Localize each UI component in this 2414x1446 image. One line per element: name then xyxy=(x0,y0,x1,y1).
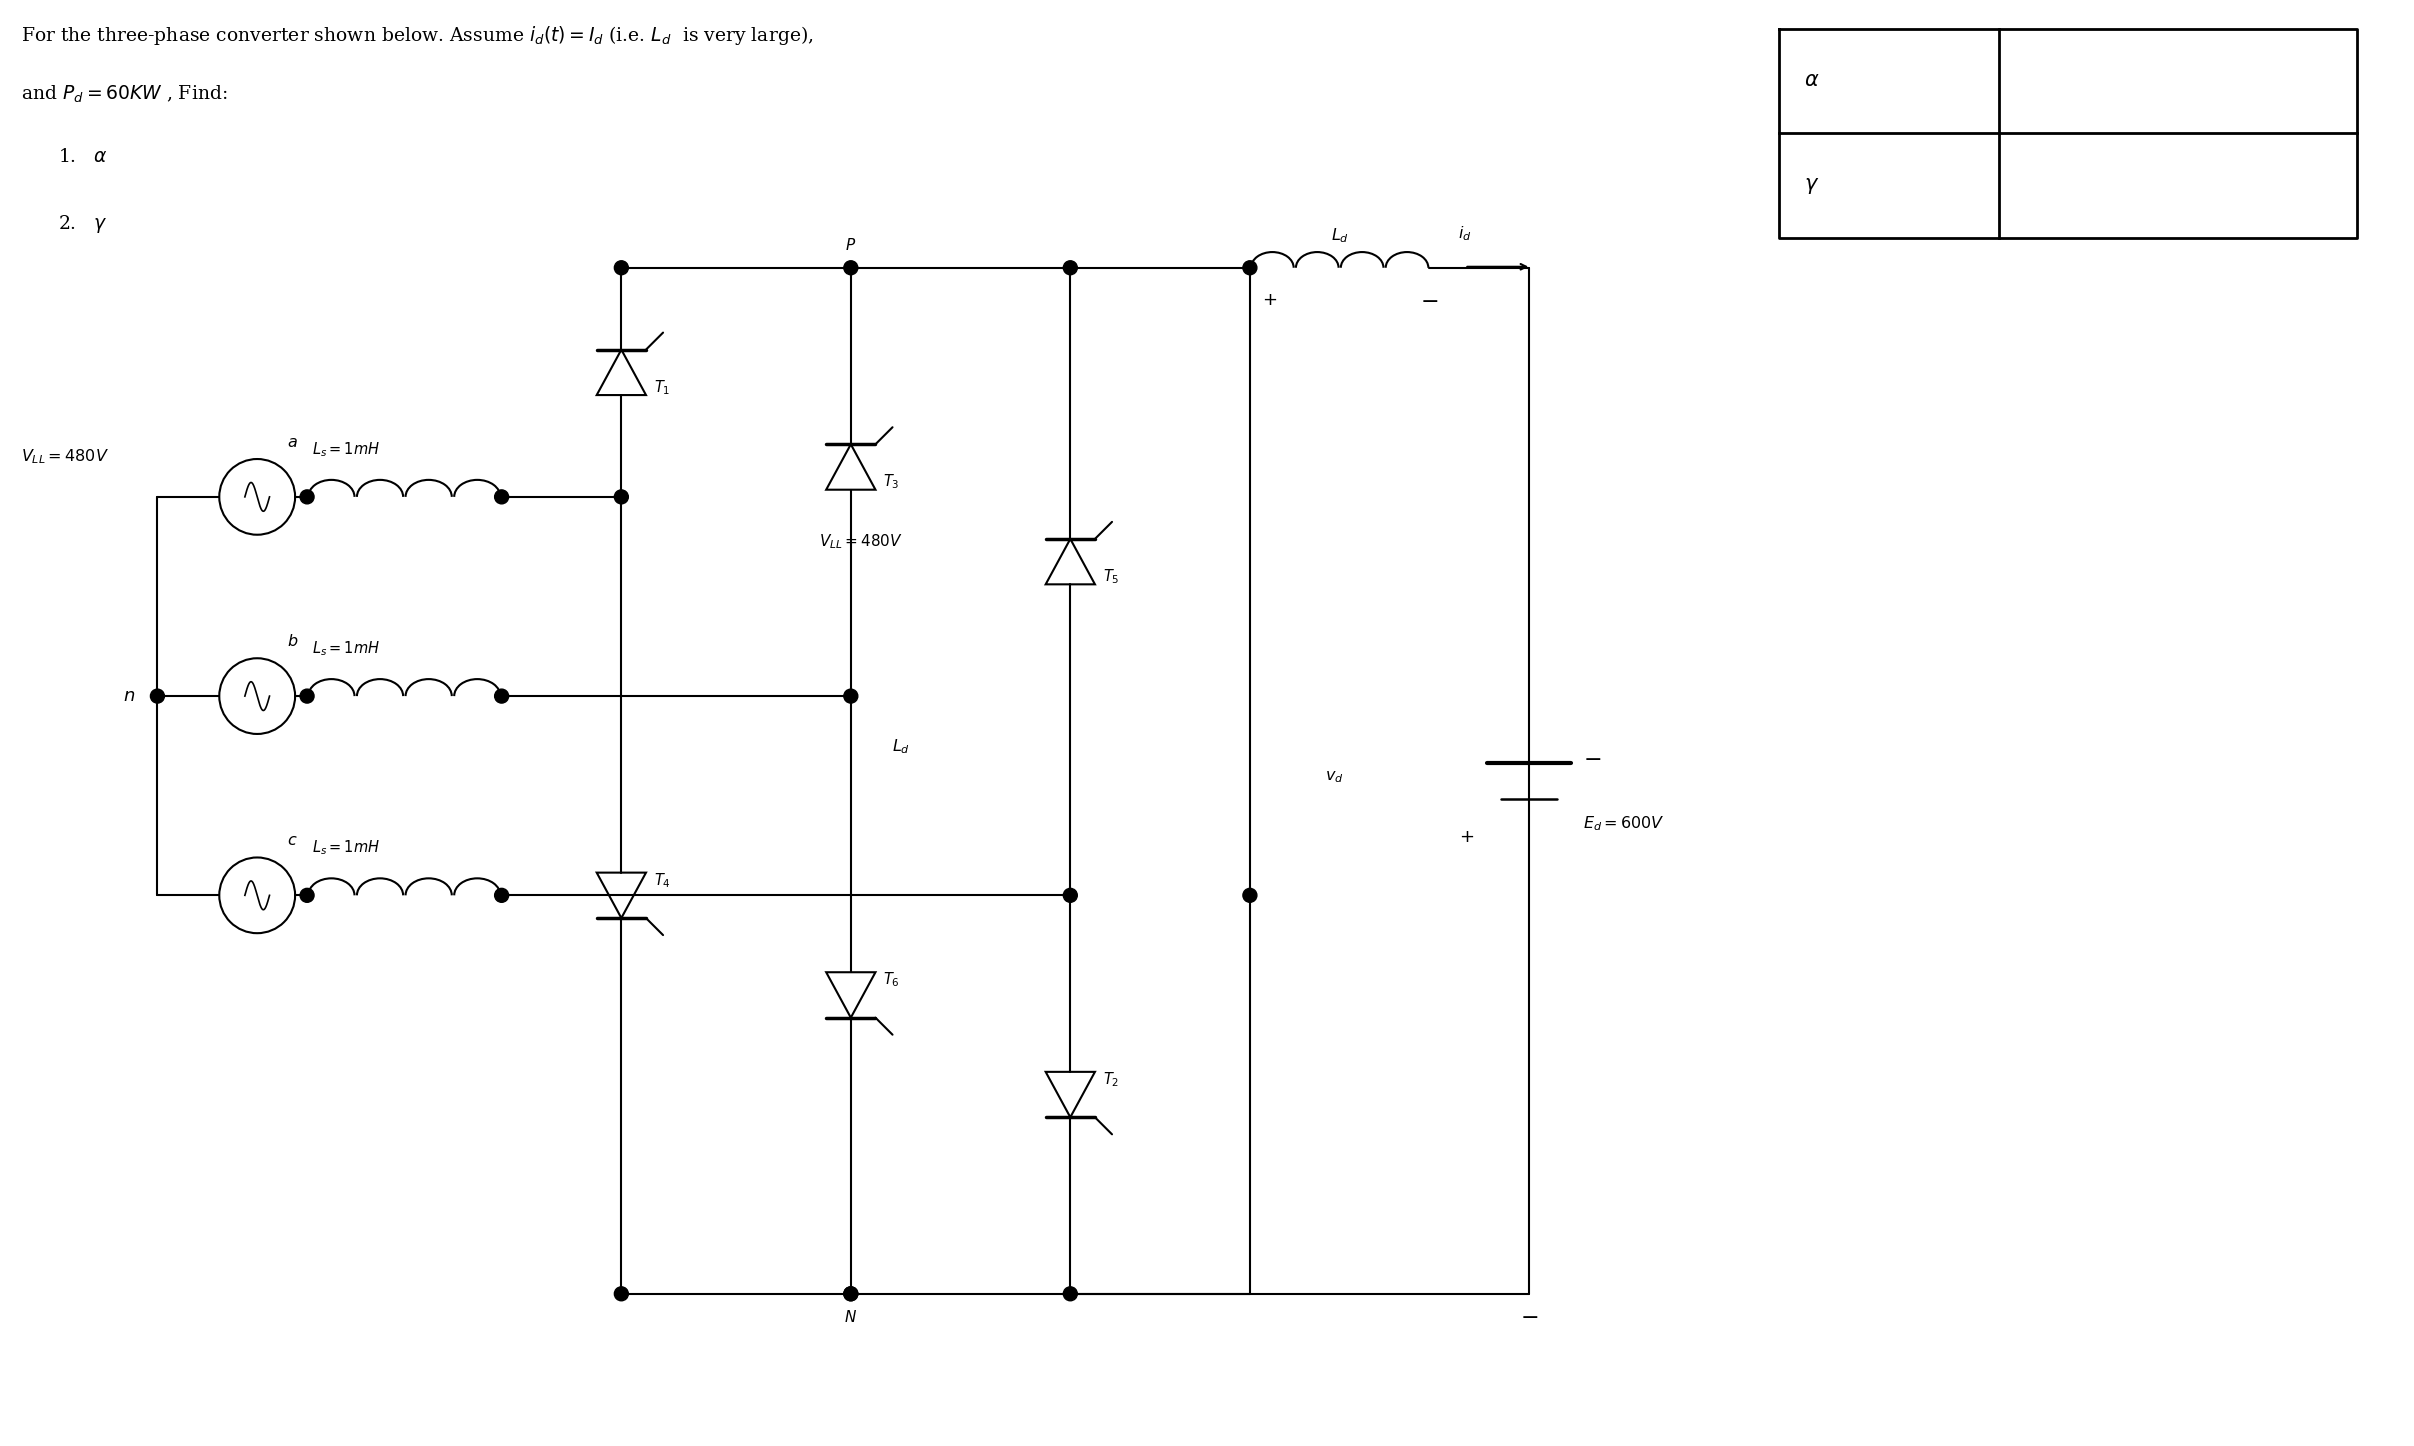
Text: $-$: $-$ xyxy=(1419,289,1439,311)
Text: $L_d$: $L_d$ xyxy=(1330,226,1349,244)
Text: and $P_d = 60KW$ , Find:: and $P_d = 60KW$ , Find: xyxy=(22,84,227,104)
Text: $V_{LL} = 480V$: $V_{LL} = 480V$ xyxy=(818,532,903,551)
Text: $+$: $+$ xyxy=(1460,827,1475,846)
Circle shape xyxy=(1062,260,1077,275)
Circle shape xyxy=(1062,1287,1077,1301)
Text: $+$: $+$ xyxy=(1263,291,1277,308)
Text: $v_d$: $v_d$ xyxy=(1325,768,1345,785)
Text: $L_s = 1mH$: $L_s = 1mH$ xyxy=(311,639,379,658)
Text: $a$: $a$ xyxy=(287,434,297,451)
Circle shape xyxy=(495,690,509,703)
Circle shape xyxy=(616,490,628,503)
Text: $L_d$: $L_d$ xyxy=(891,737,910,756)
Text: $T_5$: $T_5$ xyxy=(1103,567,1120,586)
Text: $c$: $c$ xyxy=(287,831,297,849)
Text: $L_s = 1mH$: $L_s = 1mH$ xyxy=(311,441,379,458)
Text: $T_3$: $T_3$ xyxy=(884,473,900,492)
Text: $N$: $N$ xyxy=(845,1309,857,1325)
Circle shape xyxy=(616,260,628,275)
Text: $V_{LL} = 480V$: $V_{LL} = 480V$ xyxy=(22,448,109,467)
Circle shape xyxy=(1243,888,1258,902)
Text: $T_4$: $T_4$ xyxy=(654,870,671,889)
Text: 1.   $\alpha$: 1. $\alpha$ xyxy=(58,149,109,166)
Text: $\alpha$: $\alpha$ xyxy=(1803,71,1820,91)
Text: $b$: $b$ xyxy=(287,633,299,649)
Circle shape xyxy=(150,690,164,703)
Text: $P$: $P$ xyxy=(845,237,857,253)
Circle shape xyxy=(299,690,314,703)
Circle shape xyxy=(495,490,509,503)
Text: For the three-phase converter shown below. Assume $i_d(t) = I_d$ (i.e. $L_d$  is: For the three-phase converter shown belo… xyxy=(22,23,814,46)
Text: $E_d = 600V$: $E_d = 600V$ xyxy=(1584,814,1666,833)
Text: $-$: $-$ xyxy=(1521,1304,1538,1326)
Text: $-$: $-$ xyxy=(1584,748,1600,769)
Text: $T_6$: $T_6$ xyxy=(884,970,900,989)
Text: $T_1$: $T_1$ xyxy=(654,379,671,396)
Text: $L_s = 1mH$: $L_s = 1mH$ xyxy=(311,839,379,857)
Text: $T_2$: $T_2$ xyxy=(1103,1070,1118,1089)
Circle shape xyxy=(299,888,314,902)
Text: $i_d$: $i_d$ xyxy=(1458,224,1470,243)
Circle shape xyxy=(845,260,857,275)
Text: $n$: $n$ xyxy=(123,687,135,706)
Circle shape xyxy=(1243,260,1258,275)
Circle shape xyxy=(845,1287,857,1301)
Text: 2.   $\gamma$: 2. $\gamma$ xyxy=(58,213,106,234)
Circle shape xyxy=(845,690,857,703)
Circle shape xyxy=(1062,888,1077,902)
Text: $\gamma$: $\gamma$ xyxy=(1803,175,1818,195)
Circle shape xyxy=(845,1287,857,1301)
Circle shape xyxy=(299,490,314,503)
Circle shape xyxy=(616,1287,628,1301)
Circle shape xyxy=(495,888,509,902)
